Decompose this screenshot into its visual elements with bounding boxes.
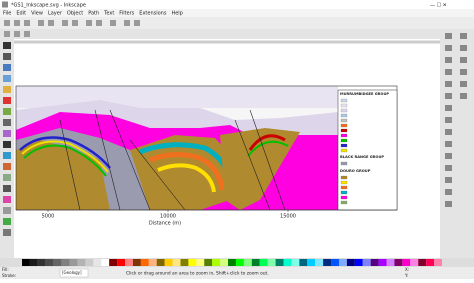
- swatch[interactable]: [434, 259, 442, 266]
- swatch[interactable]: [410, 259, 419, 266]
- swatch[interactable]: [275, 259, 284, 266]
- swatch[interactable]: [346, 259, 355, 266]
- fill-label: Fill:: [2, 267, 9, 272]
- x-coord-label: X:: [405, 267, 409, 272]
- swatch[interactable]: [394, 259, 403, 266]
- swatch[interactable]: [172, 259, 181, 266]
- window-controls[interactable]: — ☐ ✕: [430, 3, 447, 9]
- swatch[interactable]: [212, 259, 221, 266]
- swatch[interactable]: [323, 259, 332, 266]
- x-axis: 5000 10000 15000 Distance (m): [16, 209, 397, 227]
- swatch[interactable]: [45, 259, 54, 266]
- swatch[interactable]: [109, 259, 118, 266]
- swatch[interactable]: [180, 259, 189, 266]
- menu: File Edit View Layer Object Path Text Filters Ex…: [3, 11, 183, 17]
- swatch[interactable]: [386, 259, 395, 266]
- swatch[interactable]: [370, 259, 379, 266]
- stroke-label: Stroke:: [2, 273, 16, 278]
- swatch[interactable]: [243, 259, 252, 266]
- layer-select[interactable]: [59, 268, 89, 278]
- swatch[interactable]: [235, 259, 244, 266]
- swatch[interactable]: [228, 259, 236, 266]
- swatch[interactable]: [251, 259, 260, 266]
- swatch[interactable]: [378, 259, 387, 266]
- swatch[interactable]: [132, 259, 141, 266]
- swatch[interactable]: [331, 259, 339, 266]
- menu-item[interactable]: Filters: [119, 11, 134, 17]
- menu-item[interactable]: Object: [67, 11, 83, 17]
- menu-bar: [0, 9, 474, 17]
- swatch[interactable]: [267, 259, 276, 266]
- y-coord-label: Y:: [404, 273, 408, 278]
- swatch[interactable]: [315, 259, 324, 266]
- swatch[interactable]: [259, 259, 268, 266]
- x-axis-label: Distance (m): [149, 221, 181, 227]
- snap-icons[interactable]: [445, 33, 467, 207]
- swatch[interactable]: [299, 259, 308, 266]
- tool-icons[interactable]: [3, 42, 11, 236]
- swatch[interactable]: [402, 259, 411, 266]
- menu-item[interactable]: Edit: [16, 11, 26, 17]
- swatch[interactable]: [307, 259, 316, 266]
- commands-bar: [0, 17, 474, 29]
- title-bar: [0, 0, 474, 9]
- swatch[interactable]: [93, 259, 102, 266]
- menu-item[interactable]: File: [3, 11, 11, 17]
- swatch[interactable]: [37, 259, 46, 266]
- legend-heading: MURRUMBIDGEE GROUP: [340, 92, 389, 96]
- swatch[interactable]: [85, 259, 94, 266]
- swatch[interactable]: [125, 259, 133, 266]
- swatch[interactable]: [362, 259, 371, 266]
- menu-item[interactable]: Extensions: [139, 11, 167, 17]
- swatch[interactable]: [283, 259, 292, 266]
- x-tick-label: 5000: [42, 214, 55, 220]
- legend-heading: DOURO GROUP: [340, 169, 371, 173]
- menu-item[interactable]: Layer: [48, 11, 63, 17]
- swatch[interactable]: [204, 259, 213, 266]
- swatch[interactable]: [22, 259, 30, 266]
- swatch[interactable]: [291, 259, 300, 266]
- swatch[interactable]: [117, 259, 126, 266]
- swatch[interactable]: [354, 259, 363, 266]
- menu-item[interactable]: Help: [171, 11, 182, 17]
- status-bar: [0, 267, 474, 279]
- swatch[interactable]: [61, 259, 70, 266]
- swatch[interactable]: [156, 259, 165, 266]
- swatch[interactable]: [426, 259, 435, 266]
- cross-section: [15, 85, 398, 211]
- swatch[interactable]: [53, 259, 62, 266]
- legend-heading: BLACK RANGE GROUP: [340, 155, 384, 159]
- menu-item[interactable]: Path: [88, 11, 99, 17]
- swatch[interactable]: [164, 259, 173, 266]
- x-tick-label: 10000: [160, 214, 176, 220]
- menu-item[interactable]: Text: [103, 11, 114, 17]
- app-icon: [2, 1, 8, 8]
- swatch[interactable]: [140, 259, 149, 266]
- x-tick-label: 15000: [280, 214, 296, 220]
- palette[interactable]: [22, 259, 442, 266]
- status-message: Click or drag around an area to zoom in,…: [126, 271, 269, 277]
- swatch[interactable]: [196, 259, 205, 266]
- swatch[interactable]: [418, 259, 427, 266]
- legend: MURRUMBIDGEE GROUP BLACK RANGE GROUP DOU…: [337, 89, 398, 211]
- toolbox: [0, 39, 14, 258]
- swatch[interactable]: [338, 259, 347, 266]
- toolbar-icons: [4, 20, 140, 37]
- swatch[interactable]: [220, 259, 229, 266]
- tool-controls-bar: [0, 29, 474, 39]
- menu-item[interactable]: View: [31, 11, 43, 17]
- swatch[interactable]: [188, 259, 197, 266]
- swatch[interactable]: [69, 259, 78, 266]
- swatch[interactable]: [29, 259, 38, 266]
- swatch[interactable]: [77, 259, 86, 266]
- layer-name[interactable]: [Geology]: [62, 270, 82, 275]
- swatch[interactable]: [101, 259, 110, 266]
- window-title: *GS1_Inkscape.svg - Inkscape: [11, 3, 86, 9]
- swatch[interactable]: [148, 259, 157, 266]
